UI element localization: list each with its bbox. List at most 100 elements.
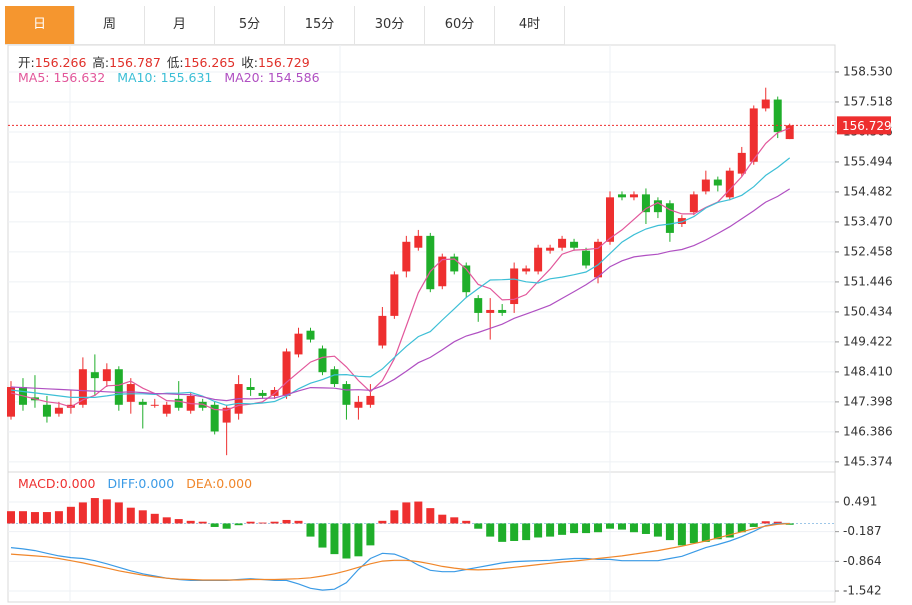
- candle-body: [570, 241, 579, 248]
- tab[interactable]: 15分: [285, 6, 355, 44]
- macd-bar: [210, 523, 219, 527]
- last-price-label: 156.729: [842, 119, 892, 133]
- y-tick-label: -0.864: [843, 554, 882, 568]
- candle-body: [725, 170, 734, 198]
- candle-body: [258, 392, 267, 396]
- candle-body: [126, 384, 135, 402]
- y-tick-label: 147.398: [843, 394, 893, 408]
- legend-value: 0.000: [216, 476, 253, 491]
- legend-value: 0.000: [138, 476, 175, 491]
- legend-name: DEA:: [186, 476, 217, 491]
- y-tick-label: -0.187: [843, 524, 882, 538]
- candle-body: [7, 387, 15, 417]
- candle-body: [606, 197, 614, 242]
- candle-body: [773, 99, 782, 133]
- macd-bar: [426, 508, 435, 524]
- tab[interactable]: 30分: [355, 6, 425, 44]
- candle-body: [450, 256, 459, 272]
- y-tick-label: 148.410: [843, 364, 893, 378]
- legend-value: 0.000: [59, 476, 96, 491]
- candle-body: [438, 256, 447, 287]
- y-tick-label: 149.422: [843, 334, 893, 348]
- macd-bar: [462, 520, 471, 524]
- macd-bar: [522, 523, 531, 541]
- candle-body: [150, 404, 159, 406]
- info-label: 低:: [166, 55, 184, 70]
- candle-body: [114, 369, 123, 405]
- macd-bar: [402, 502, 411, 524]
- macd-bar: [641, 523, 650, 534]
- macd-bar: [629, 523, 638, 533]
- y-tick-label: 157.518: [843, 94, 893, 108]
- y-tick-label: 158.530: [843, 64, 893, 78]
- macd-bar: [570, 523, 579, 534]
- macd-bar: [126, 507, 135, 524]
- macd-bar: [761, 521, 770, 524]
- info-label: 收:: [241, 55, 258, 70]
- candle-body: [617, 194, 626, 198]
- macd-bar: [30, 512, 39, 524]
- macd-bar: [414, 501, 423, 524]
- macd-bar: [138, 510, 147, 524]
- y-tick-label: 155.494: [843, 154, 893, 168]
- candle-body: [174, 398, 183, 408]
- macd-bar: [689, 523, 698, 544]
- macd-bar: [450, 517, 459, 524]
- macd-bar: [534, 523, 543, 538]
- macd-bar: [510, 523, 519, 541]
- ohlc-info: 开:156.266 高:156.787 低:156.265 收:156.729: [18, 52, 316, 71]
- macd-bar: [582, 523, 591, 534]
- candle-body: [54, 407, 63, 414]
- macd-bar: [294, 520, 303, 524]
- candle-body: [653, 200, 662, 213]
- macd-bar: [174, 519, 183, 524]
- macd-bar: [258, 522, 267, 524]
- macd-bar: [234, 523, 243, 526]
- tab[interactable]: 5分: [215, 6, 285, 44]
- legend-value: 155.631: [160, 70, 213, 85]
- macd-bar: [594, 523, 603, 533]
- y-tick-label: 0.491: [843, 494, 877, 508]
- candle-body: [534, 247, 543, 272]
- candle-body: [486, 309, 495, 313]
- macd-bar: [246, 521, 255, 524]
- macd-bar: [66, 506, 75, 524]
- line-ma5: [10, 127, 790, 411]
- info-value: 156.265: [183, 55, 236, 70]
- macd-panel: [7, 471, 836, 603]
- ma-info: MA5: 156.632 MA10: 155.631 MA20: 154.586: [18, 70, 332, 85]
- macd-bar: [330, 523, 339, 555]
- candle-body: [713, 179, 722, 186]
- candle-body: [641, 194, 650, 213]
- macd-bar: [725, 523, 734, 538]
- tab[interactable]: 月: [145, 6, 215, 44]
- line-diff: [10, 522, 790, 591]
- macd-bar: [354, 523, 363, 557]
- candle-body: [498, 309, 507, 313]
- macd-bar: [342, 523, 351, 559]
- tab[interactable]: 60分: [425, 6, 495, 44]
- info-value: 156.729: [257, 55, 310, 70]
- info-label: 开:: [18, 55, 35, 70]
- macd-bar: [749, 523, 758, 527]
- macd-bar: [665, 523, 674, 541]
- candle-body: [749, 108, 758, 162]
- tab[interactable]: 4时: [495, 6, 565, 44]
- macd-bar: [54, 511, 63, 524]
- macd-bar: [558, 523, 567, 535]
- macd-bar: [366, 523, 375, 546]
- candle-body: [462, 265, 471, 293]
- info-value: 156.266: [34, 55, 87, 70]
- macd-bar: [102, 499, 111, 524]
- info-value: 156.787: [109, 55, 161, 70]
- tab[interactable]: 日: [5, 6, 75, 44]
- tab[interactable]: 周: [75, 6, 145, 44]
- macd-bar: [773, 521, 782, 524]
- candle-body: [582, 250, 591, 266]
- candle-body: [701, 179, 710, 192]
- macd-bar: [617, 523, 626, 530]
- macd-bar: [785, 523, 794, 525]
- macd-bar: [737, 523, 746, 533]
